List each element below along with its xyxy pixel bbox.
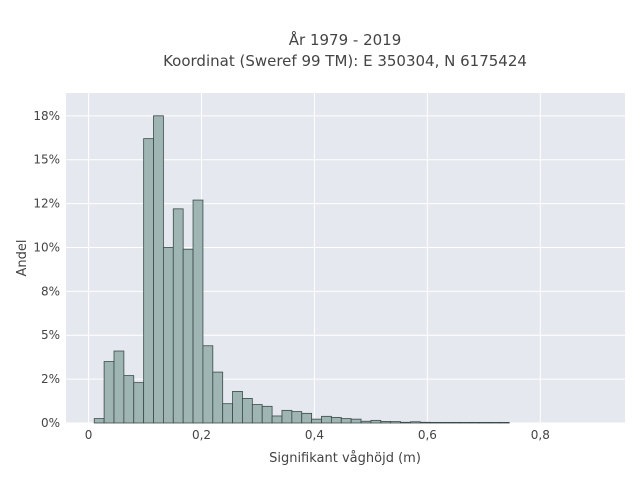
- y-tick-label: 0%: [41, 416, 60, 430]
- y-tick-label: 2%: [41, 372, 60, 386]
- histogram-bar: [251, 404, 263, 424]
- y-axis-title: Andel: [15, 240, 30, 277]
- histogram-bar: [360, 420, 372, 424]
- x-tick-label: 0,8: [531, 428, 550, 442]
- histogram-bar: [202, 345, 214, 424]
- histogram-bar: [291, 411, 303, 424]
- histogram-bar: [113, 350, 125, 424]
- histogram-bar: [340, 418, 352, 424]
- histogram-bar: [261, 405, 273, 424]
- x-tick-label: 0,2: [192, 428, 211, 442]
- histogram-bar: [192, 199, 204, 424]
- histogram-bar: [232, 391, 243, 424]
- x-tick-label: 0: [85, 428, 93, 442]
- histogram-bar: [143, 138, 154, 424]
- histogram-bar: [123, 375, 135, 424]
- x-tick-label: 0,4: [305, 428, 324, 442]
- histogram-bar: [429, 421, 441, 424]
- histogram-bar: [459, 421, 471, 424]
- histogram-bar: [271, 415, 283, 424]
- x-axis-title: Signifikant våghöjd (m): [269, 451, 421, 466]
- histogram-bar: [311, 418, 322, 424]
- histogram-bar: [321, 415, 332, 424]
- histogram-bar: [330, 416, 342, 424]
- y-tick-label: 12%: [33, 197, 60, 211]
- histogram-bar: [380, 421, 392, 424]
- y-tick-label: 18%: [33, 109, 60, 123]
- histogram-bar: [479, 421, 490, 424]
- y-tick-label: 15%: [33, 153, 60, 167]
- y-tick-label: 8%: [41, 284, 60, 298]
- chart-title-line-2: Koordinat (Sweref 99 TM): E 350304, N 61…: [163, 52, 527, 70]
- y-tick-label: 10%: [33, 240, 60, 254]
- histogram-bar: [222, 403, 233, 424]
- histogram-bar: [370, 419, 382, 424]
- histogram-bar: [153, 115, 164, 424]
- histogram-bar: [212, 371, 224, 424]
- histogram-bar: [172, 208, 184, 424]
- histogram-bar: [301, 412, 313, 424]
- histogram-bar: [489, 421, 500, 424]
- histogram-bar: [182, 248, 194, 424]
- histogram-bar: [281, 409, 293, 424]
- histogram-bar: [242, 398, 253, 424]
- histogram-bar: [498, 421, 510, 424]
- y-tick-labels: 0% 2% 5% 8% 10% 12% 15% 18%: [33, 109, 60, 430]
- histogram-bar: [133, 382, 145, 424]
- y-tick-label: 5%: [41, 328, 60, 342]
- histogram-bar: [400, 421, 411, 424]
- chart-title-line-1: År 1979 - 2019: [289, 30, 402, 49]
- histogram-bar: [103, 361, 115, 424]
- histogram-bar: [390, 421, 401, 424]
- histogram-bar: [419, 421, 431, 424]
- histogram-bar: [350, 418, 362, 424]
- histogram-bar: [439, 421, 451, 424]
- histogram-bar: [163, 247, 174, 424]
- x-tick-labels: 0 0,2 0,4 0,6 0,8: [85, 428, 550, 442]
- bars-layer: [93, 115, 510, 424]
- x-tick-label: 0,6: [418, 428, 437, 442]
- histogram-bar: [410, 421, 421, 424]
- histogram-bar: [449, 421, 461, 424]
- histogram-bar: [93, 418, 105, 424]
- histogram-bar: [469, 421, 481, 424]
